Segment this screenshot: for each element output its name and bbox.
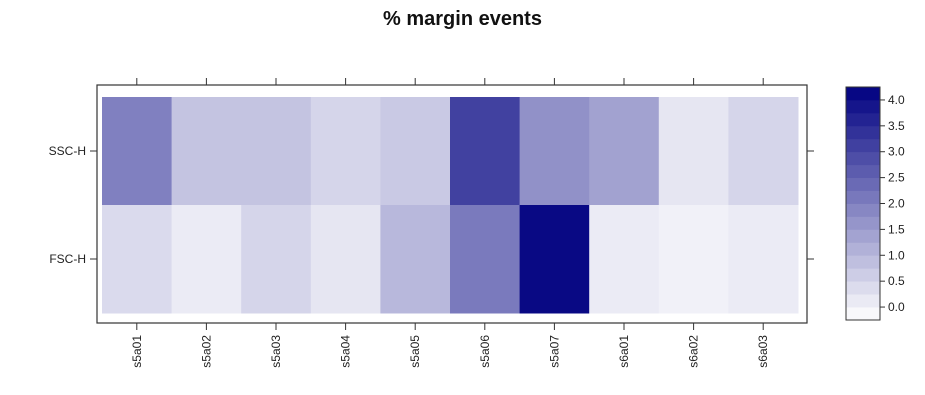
colorbar-segment <box>846 125 880 140</box>
colorbar-tick-label: 1.0 <box>888 248 905 262</box>
heatmap-cell <box>589 97 660 206</box>
colorbar-tick-label: 1.5 <box>888 222 905 236</box>
colorbar-tick-label: 3.0 <box>888 145 905 159</box>
heatmap-cell <box>310 97 381 206</box>
colorbar-tick-label: 4.0 <box>888 93 905 107</box>
x-tick-label: s5a04 <box>339 335 353 368</box>
heatmap-cell <box>241 205 312 314</box>
y-tick-label: SSC-H <box>49 144 86 158</box>
colorbar-segment <box>846 242 880 256</box>
heatmap-cell <box>380 205 451 314</box>
colorbar-tick-label: 0.5 <box>888 274 905 288</box>
heatmap-cell <box>310 205 381 314</box>
colorbar-segment <box>846 177 880 191</box>
y-tick-label: FSC-H <box>49 252 86 266</box>
heatmap-cell <box>519 205 590 314</box>
heatmap-cells <box>102 97 799 314</box>
heatmap-cell <box>380 97 451 206</box>
heatmap-cell <box>728 97 799 206</box>
colorbar-segment <box>846 99 880 114</box>
colorbar-segment <box>846 229 880 243</box>
colorbar-tick-label: 2.0 <box>888 197 905 211</box>
x-tick-label: s5a06 <box>478 335 492 368</box>
heatmap-cell <box>589 205 660 314</box>
heatmap-cell <box>450 97 521 206</box>
colorbar-segment <box>846 87 880 101</box>
x-tick-label: s6a03 <box>756 335 770 368</box>
x-tick-label: s6a01 <box>617 335 631 368</box>
heatmap-cell <box>728 205 799 314</box>
heatmap-cell <box>658 205 729 314</box>
colorbar-tick-label: 3.5 <box>888 119 905 133</box>
x-tick-label: s5a03 <box>269 335 283 368</box>
panel-border <box>96 84 808 324</box>
colorbar-segment <box>846 216 880 230</box>
chart-title: % margin events <box>383 8 542 30</box>
x-tick-label: s5a07 <box>547 335 561 368</box>
heatmap-cell <box>450 205 521 314</box>
axes: s5a01 s5a02 s5a03 s5a04 s5a05 s5a06 s5a07 s6a01… <box>49 78 814 368</box>
heatmap-cell <box>519 97 590 206</box>
x-tick-label: s5a02 <box>199 335 213 368</box>
colorbar-segment <box>846 112 880 127</box>
heatmap-cell <box>102 97 173 206</box>
colorbar-segment <box>846 294 880 308</box>
x-tick-label: s5a01 <box>130 335 144 368</box>
heatmap-cell <box>102 205 173 314</box>
colorbar-segment <box>846 190 880 204</box>
colorbar-segment <box>846 281 880 295</box>
colorbar-segment <box>846 203 880 217</box>
heatmap-cell <box>171 97 242 206</box>
heatmap-cell <box>171 205 242 314</box>
colorbar-segment <box>846 164 880 179</box>
colorbar-segment <box>846 255 880 269</box>
colorbar-segment <box>846 307 880 321</box>
colorbar-segment <box>846 268 880 282</box>
colorbar: 0.0 0.5 1.0 1.5 2.0 2.5 3.0 3.5 4.0 <box>845 86 905 321</box>
heatmap-cell <box>241 97 312 206</box>
x-tick-label: s5a05 <box>408 335 422 368</box>
x-tick-label: s6a02 <box>687 335 701 368</box>
colorbar-tick-label: 0.0 <box>888 300 905 314</box>
heatmap-cell <box>658 97 729 206</box>
colorbar-segment <box>846 151 880 166</box>
colorbar-segment <box>846 138 880 153</box>
colorbar-tick-label: 2.5 <box>888 171 905 185</box>
